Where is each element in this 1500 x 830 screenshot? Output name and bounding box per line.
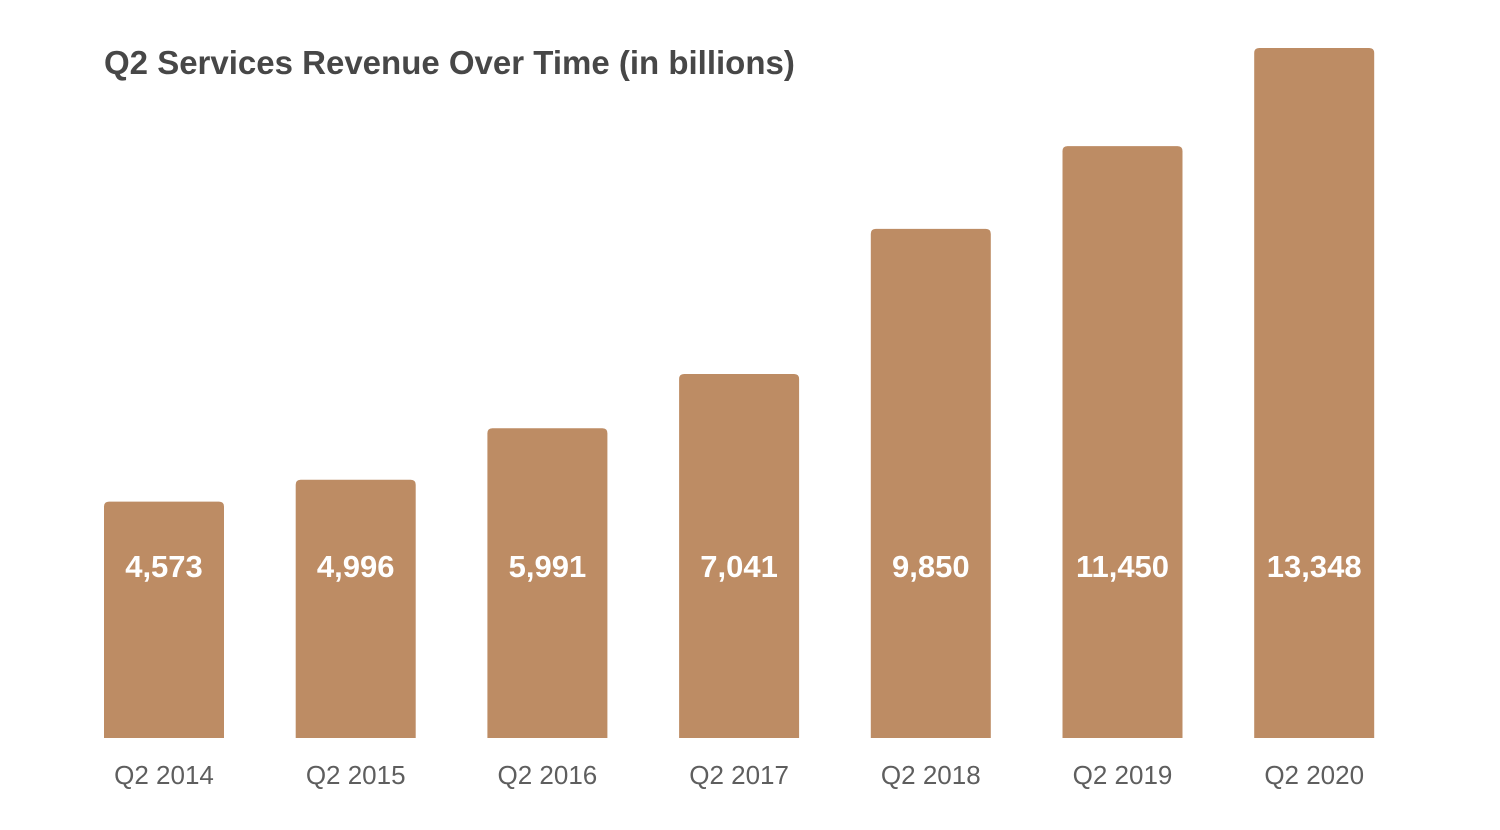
bar-q2-2019 (1062, 146, 1183, 738)
bar-value-label: 5,991 (509, 549, 587, 584)
x-tick-label: Q2 2015 (306, 760, 406, 790)
bar-value-label: 11,450 (1076, 549, 1169, 584)
bar-value-label: 7,041 (700, 549, 778, 584)
bar-q2-2018 (870, 228, 991, 738)
bar-q2-2015 (295, 479, 416, 738)
bar-value-label: 4,996 (317, 549, 395, 584)
bars-layer (104, 48, 1375, 738)
bar-q2-2017 (679, 374, 800, 738)
bar-value-label: 4,573 (125, 549, 203, 584)
x-tick-label: Q2 2014 (114, 760, 214, 790)
bar-value-label: 13,348 (1267, 549, 1362, 584)
x-tick-label: Q2 2018 (881, 760, 981, 790)
category-labels-layer: Q2 2014 Q2 2015 Q2 2016 Q2 2017 Q2 2018 Q2 20… (114, 760, 1364, 790)
bar-q2-2020 (1254, 48, 1375, 738)
chart-title: Q2 Services Revenue Over Time (in billio… (104, 44, 795, 81)
x-tick-label: Q2 2019 (1073, 760, 1173, 790)
x-tick-label: Q2 2017 (689, 760, 789, 790)
x-tick-label: Q2 2016 (498, 760, 598, 790)
bar-value-label: 9,850 (892, 549, 970, 584)
x-tick-label: Q2 2020 (1264, 760, 1364, 790)
bar-q2-2016 (487, 428, 608, 738)
value-labels-layer: 4,573 4,996 5,991 7,041 9,850 11,450 13,348 (125, 549, 1361, 584)
bar-q2-2014 (104, 501, 224, 738)
